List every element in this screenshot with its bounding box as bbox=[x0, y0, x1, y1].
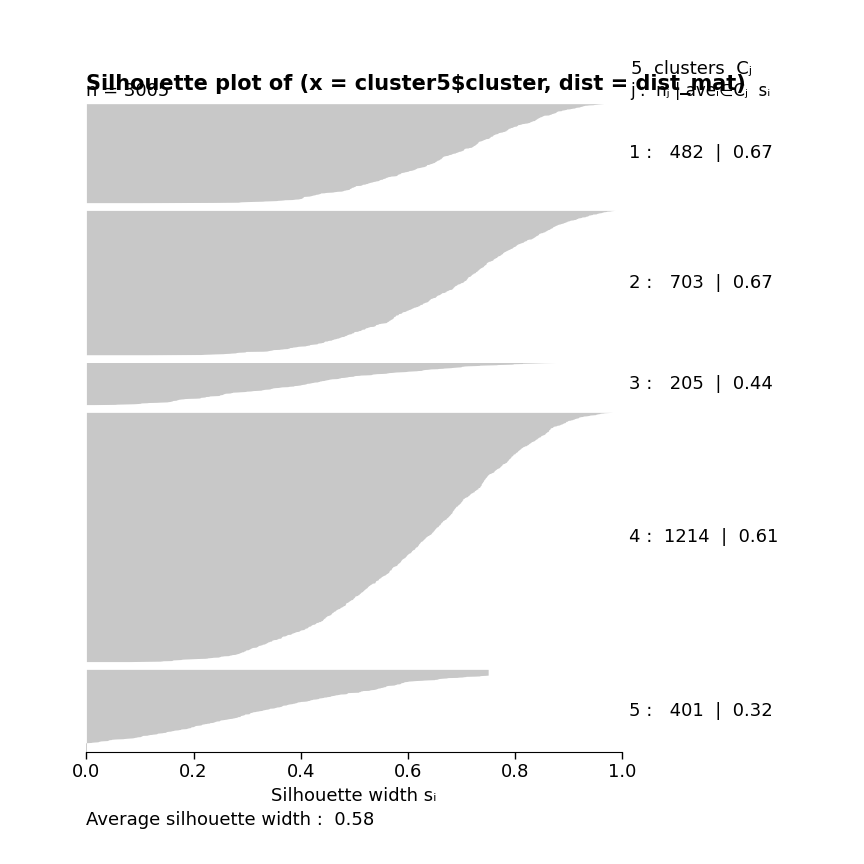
Text: Silhouette plot of (x = cluster5$cluster, dist = dist_mat): Silhouette plot of (x = cluster5$cluster… bbox=[86, 73, 746, 95]
Text: 5  clusters  Cⱼ: 5 clusters Cⱼ bbox=[631, 60, 752, 79]
Text: j :  nⱼ | aveᵢ∈Cⱼ  sᵢ: j : nⱼ | aveᵢ∈Cⱼ sᵢ bbox=[631, 82, 771, 100]
X-axis label: Silhouette width sᵢ: Silhouette width sᵢ bbox=[271, 787, 437, 805]
Text: 1 :   482  |  0.67: 1 : 482 | 0.67 bbox=[629, 144, 772, 162]
Text: 4 :  1214  |  0.61: 4 : 1214 | 0.61 bbox=[629, 528, 778, 546]
Text: 5 :   401  |  0.32: 5 : 401 | 0.32 bbox=[629, 702, 772, 720]
Text: 3 :   205  |  0.44: 3 : 205 | 0.44 bbox=[629, 374, 773, 392]
Text: Average silhouette width :  0.58: Average silhouette width : 0.58 bbox=[86, 811, 375, 829]
Text: 2 :   703  |  0.67: 2 : 703 | 0.67 bbox=[629, 274, 772, 291]
Text: n = 3005: n = 3005 bbox=[86, 82, 169, 100]
